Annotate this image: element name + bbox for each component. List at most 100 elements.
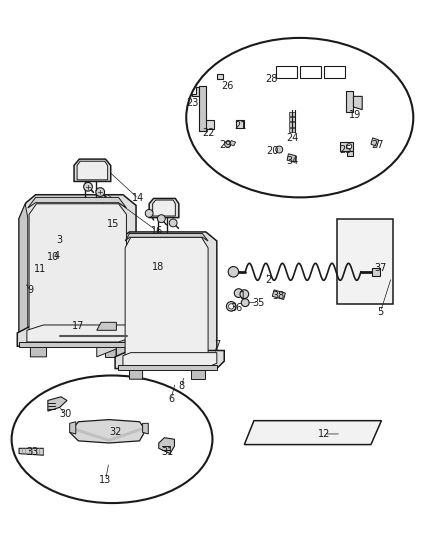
Text: 18: 18 — [152, 262, 164, 271]
Text: 21: 21 — [234, 120, 246, 131]
Polygon shape — [287, 154, 296, 163]
Text: 5: 5 — [378, 306, 384, 317]
Polygon shape — [17, 322, 145, 346]
Polygon shape — [337, 219, 393, 304]
Polygon shape — [289, 117, 295, 122]
Polygon shape — [97, 322, 117, 330]
Text: 37: 37 — [374, 263, 387, 272]
Circle shape — [228, 266, 239, 277]
Text: 7: 7 — [214, 340, 220, 350]
Text: 25: 25 — [339, 144, 352, 155]
Text: 38: 38 — [272, 290, 284, 301]
Polygon shape — [125, 237, 208, 356]
Polygon shape — [244, 421, 381, 445]
Polygon shape — [371, 138, 379, 147]
Text: 19: 19 — [349, 110, 361, 120]
Text: 10: 10 — [47, 252, 59, 262]
Polygon shape — [118, 366, 217, 369]
Polygon shape — [117, 239, 125, 360]
Polygon shape — [152, 200, 175, 216]
Text: 1: 1 — [240, 290, 246, 301]
Text: 29: 29 — [219, 140, 232, 150]
Text: 36: 36 — [230, 303, 243, 313]
Text: 6: 6 — [168, 394, 174, 405]
Text: 34: 34 — [286, 156, 298, 166]
Polygon shape — [149, 198, 179, 217]
Polygon shape — [70, 422, 76, 434]
Polygon shape — [272, 290, 286, 300]
Text: 35: 35 — [252, 297, 265, 308]
Polygon shape — [73, 427, 143, 442]
Text: 14: 14 — [132, 193, 145, 204]
Polygon shape — [74, 159, 111, 181]
Text: 3: 3 — [57, 235, 63, 245]
Text: 8: 8 — [179, 381, 185, 391]
Polygon shape — [19, 204, 28, 336]
Ellipse shape — [12, 375, 212, 503]
Circle shape — [226, 302, 236, 311]
Circle shape — [157, 215, 165, 223]
Polygon shape — [106, 345, 123, 357]
Polygon shape — [199, 86, 206, 131]
Text: 4: 4 — [53, 251, 60, 261]
Text: 26: 26 — [222, 81, 234, 91]
Text: 15: 15 — [107, 219, 120, 229]
Text: 22: 22 — [202, 127, 215, 138]
Polygon shape — [19, 342, 136, 348]
Circle shape — [145, 209, 153, 217]
Polygon shape — [70, 419, 146, 443]
Polygon shape — [130, 368, 143, 379]
Circle shape — [240, 290, 249, 298]
Polygon shape — [19, 448, 43, 455]
Polygon shape — [230, 141, 236, 146]
Text: 13: 13 — [99, 475, 112, 485]
Text: 2: 2 — [265, 275, 271, 285]
Polygon shape — [372, 268, 380, 276]
Circle shape — [169, 219, 177, 227]
Text: 24: 24 — [286, 133, 299, 143]
Circle shape — [96, 188, 105, 197]
Polygon shape — [27, 325, 134, 342]
Polygon shape — [217, 74, 223, 79]
Polygon shape — [353, 96, 362, 110]
Text: 30: 30 — [59, 409, 71, 419]
Polygon shape — [205, 120, 214, 130]
Polygon shape — [77, 161, 108, 180]
Polygon shape — [346, 91, 353, 112]
Polygon shape — [28, 197, 127, 208]
Polygon shape — [125, 233, 208, 241]
Text: 9: 9 — [27, 286, 33, 295]
Text: 32: 32 — [109, 427, 121, 438]
Polygon shape — [289, 112, 295, 116]
Polygon shape — [289, 123, 295, 127]
Text: 28: 28 — [265, 75, 278, 84]
Circle shape — [84, 182, 92, 191]
Circle shape — [229, 304, 234, 309]
Text: 27: 27 — [371, 140, 383, 150]
Polygon shape — [123, 353, 217, 367]
Circle shape — [234, 289, 243, 297]
Polygon shape — [289, 128, 295, 132]
Polygon shape — [29, 204, 127, 332]
Text: 11: 11 — [34, 264, 46, 274]
Text: 23: 23 — [187, 98, 199, 108]
Polygon shape — [117, 232, 217, 360]
Polygon shape — [191, 368, 205, 379]
Polygon shape — [340, 142, 353, 151]
Polygon shape — [347, 151, 353, 156]
Text: 12: 12 — [318, 429, 330, 439]
Text: 33: 33 — [26, 447, 38, 456]
Polygon shape — [143, 423, 148, 434]
Polygon shape — [30, 345, 46, 357]
Circle shape — [276, 146, 283, 153]
Polygon shape — [159, 438, 174, 454]
Text: 31: 31 — [161, 447, 173, 456]
Text: 17: 17 — [72, 321, 85, 331]
Text: 20: 20 — [266, 146, 279, 156]
Polygon shape — [97, 322, 117, 357]
Ellipse shape — [186, 38, 413, 197]
Polygon shape — [237, 120, 244, 128]
Circle shape — [346, 144, 352, 149]
Circle shape — [241, 298, 249, 306]
Polygon shape — [19, 195, 136, 336]
